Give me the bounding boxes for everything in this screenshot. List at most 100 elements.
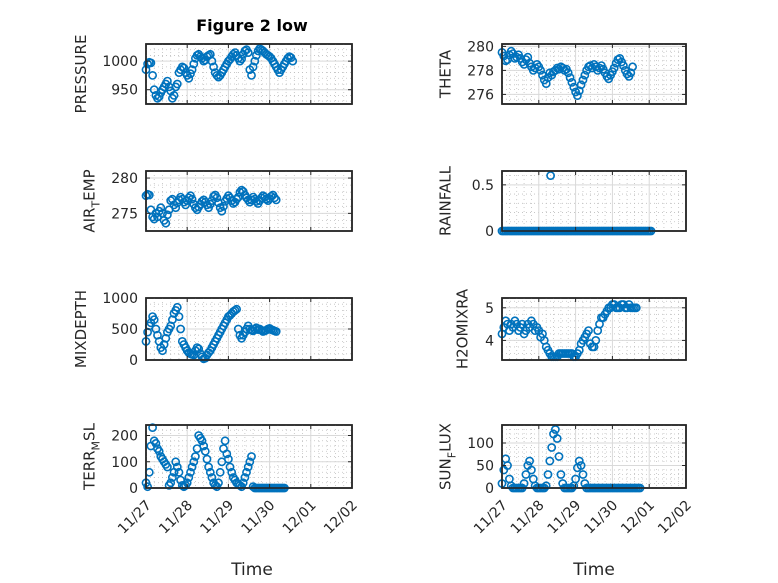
air_temp-data-point bbox=[156, 203, 166, 213]
theta-data-point bbox=[567, 78, 577, 87]
pressure-data-point bbox=[146, 58, 156, 68]
terr_msl-x-tick-label: 11/29 bbox=[197, 498, 237, 538]
sun_flux-data-point bbox=[519, 479, 529, 488]
theta-data-point bbox=[563, 68, 573, 78]
terr_msl-x-tick-label: 11/27 bbox=[115, 498, 155, 538]
terr_msl-data-point bbox=[204, 462, 213, 472]
sun_flux-data-point bbox=[574, 456, 584, 466]
terr_msl-data-point bbox=[220, 436, 230, 446]
rainfall-y-tick-label: 0 bbox=[485, 224, 494, 240]
air_temp-data-point bbox=[181, 200, 190, 210]
terr_msl-data-point bbox=[151, 438, 161, 448]
terr_msl-data-point bbox=[223, 454, 233, 464]
terr_msl-data-point bbox=[190, 452, 200, 461]
mixdepth-series bbox=[141, 302, 281, 364]
sun_flux-y-axis-label: SUNFLUX bbox=[437, 423, 459, 490]
air_temp-data-point bbox=[270, 193, 279, 203]
pressure-data-point bbox=[169, 91, 179, 100]
terr_msl-data-point bbox=[199, 441, 209, 451]
sun_flux-x-tick-label: 11/30 bbox=[581, 498, 621, 538]
mixdepth-data-point bbox=[194, 344, 204, 354]
pressure-data-point bbox=[148, 71, 157, 80]
terr_msl-data-point bbox=[214, 478, 223, 488]
sun_flux-axes-box bbox=[501, 424, 687, 489]
pressure-data-point bbox=[250, 56, 260, 66]
h2omixra-axes-box bbox=[501, 297, 687, 361]
theta-axes-box bbox=[501, 43, 687, 105]
h2omixra-data-point bbox=[591, 335, 601, 345]
theta-data-point bbox=[622, 69, 632, 79]
air_temp-data-point bbox=[212, 193, 222, 203]
h2omixra-y-axis-label: H2OMIXRA bbox=[454, 288, 472, 369]
mixdepth-data-point bbox=[271, 327, 281, 336]
pressure-axes-box bbox=[145, 43, 353, 105]
h2omixra-data-point bbox=[631, 303, 641, 313]
mixdepth-data-point bbox=[232, 304, 241, 314]
theta-data-point bbox=[619, 61, 628, 70]
h2omixra-data-point bbox=[517, 319, 527, 329]
rainfall-data-point bbox=[546, 171, 555, 180]
pressure-data-point bbox=[237, 54, 246, 64]
h2omixra-series bbox=[497, 300, 641, 362]
air_temp-data-point bbox=[219, 201, 228, 211]
air_temp-y-tick-label: 275 bbox=[111, 206, 138, 222]
terr_msl-data-point bbox=[242, 467, 251, 477]
terr_msl-data-point bbox=[197, 436, 207, 446]
pressure-data-point bbox=[187, 65, 197, 75]
terr_msl-data-point bbox=[240, 473, 250, 482]
sun_flux-x-tick-label: 12/02 bbox=[655, 498, 695, 538]
air_temp-data-point bbox=[171, 203, 181, 213]
sun_flux-x-tick-label: 11/27 bbox=[471, 498, 511, 538]
air_temp-axes-box bbox=[145, 170, 353, 232]
air_temp-data-point bbox=[161, 218, 171, 228]
h2omixra-data-point bbox=[584, 326, 593, 335]
sun_flux-data-point bbox=[547, 443, 557, 452]
terr_msl-data-point bbox=[186, 467, 195, 477]
pressure-y-tick-label: 950 bbox=[111, 83, 138, 99]
theta-data-point bbox=[580, 70, 590, 80]
terr_msl-data-point bbox=[245, 457, 255, 467]
sun_flux-x-tick-label: 12/01 bbox=[618, 498, 658, 538]
mixdepth-data-point bbox=[174, 312, 184, 321]
terr_msl-axes-box bbox=[145, 424, 353, 489]
terr_msl-y-tick-label: 100 bbox=[111, 455, 138, 471]
terr_msl-y-axis-label: TERRMSL bbox=[81, 422, 103, 491]
mixdepth-y-tick-label: 1000 bbox=[102, 291, 138, 307]
terr_msl-x-tick-label: 12/01 bbox=[280, 498, 320, 538]
terr_msl-data-point bbox=[227, 467, 237, 477]
air_temp-y-tick-label: 280 bbox=[111, 171, 138, 187]
terr_msl-x-tick-label: 11/28 bbox=[156, 498, 196, 538]
sun_flux-data-point bbox=[525, 456, 534, 466]
sun_flux-data-point bbox=[521, 470, 531, 479]
theta-data-point bbox=[565, 73, 575, 82]
pressure-data-point bbox=[209, 62, 218, 72]
sun_flux-x-tick-label: 11/29 bbox=[545, 498, 585, 538]
subplot-pressure: 950 1000 PRESSURE bbox=[72, 35, 353, 113]
terr_msl-x-tick-label: 12/02 bbox=[321, 498, 361, 538]
theta-plot-area bbox=[501, 43, 687, 105]
pressure-data-point bbox=[189, 59, 199, 69]
rainfall-axes-box bbox=[501, 170, 687, 232]
theta-data-point bbox=[578, 75, 588, 85]
pressure-data-point bbox=[251, 51, 261, 60]
terr_msl-data-point bbox=[184, 473, 194, 482]
terr_msl-x-tick-label: 11/30 bbox=[239, 498, 279, 538]
terr_msl-data-point bbox=[202, 454, 212, 464]
air_temp-data-point bbox=[187, 194, 197, 204]
terr_msl-data-point bbox=[148, 423, 157, 432]
theta-data-point bbox=[519, 60, 529, 69]
sun_flux-data-point bbox=[576, 461, 586, 470]
x-axis-label-right: Time bbox=[572, 560, 615, 580]
terr_msl-data-point bbox=[247, 452, 256, 461]
terr_msl-data-point bbox=[215, 467, 225, 477]
pressure-data-point bbox=[235, 56, 245, 66]
pressure-data-point bbox=[186, 69, 195, 79]
terr_msl-data-point bbox=[243, 462, 253, 472]
pressure-data-point bbox=[288, 56, 298, 66]
theta-series bbox=[497, 46, 637, 100]
mixdepth-data-point bbox=[149, 315, 159, 325]
terr_msl-data-point bbox=[225, 462, 235, 472]
theta-y-tick-label: 276 bbox=[467, 87, 494, 103]
rainfall-plot-area bbox=[501, 170, 687, 232]
